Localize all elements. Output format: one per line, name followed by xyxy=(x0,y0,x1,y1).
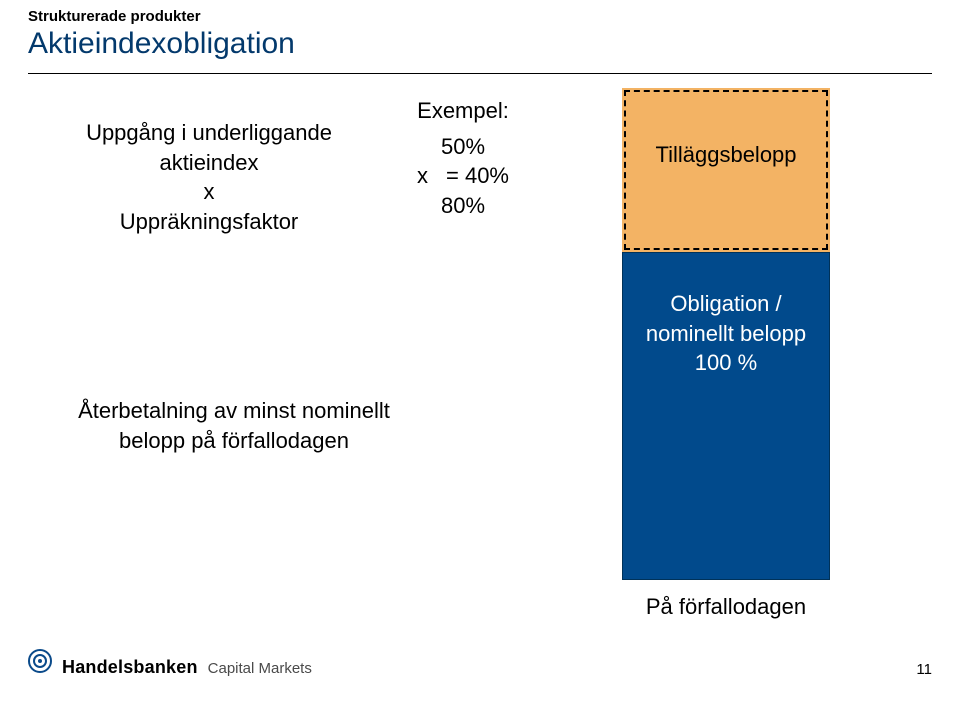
handelsbanken-logo-icon xyxy=(28,649,52,673)
example-line-1: 50% xyxy=(378,132,548,162)
example-line-3: 80% xyxy=(378,191,548,221)
slide-header: Strukturerade produkter Aktieindexobliga… xyxy=(28,8,295,61)
page-number: 11 xyxy=(916,661,932,678)
footer: Handelsbanken Capital Markets xyxy=(28,649,312,678)
formula-block: Uppgång i underliggande aktieindex x Upp… xyxy=(84,118,334,237)
footer-brand: Handelsbanken xyxy=(62,657,198,678)
header-divider xyxy=(28,73,932,74)
stacked-bar-chart: Tilläggsbelopp Obligation / nominellt be… xyxy=(622,88,830,620)
example-result: = 40% xyxy=(446,161,509,191)
formula-line-4: Uppräkningsfaktor xyxy=(84,207,334,237)
repay-line-1: Återbetalning av minst nominellt xyxy=(64,396,404,426)
formula-line-1: Uppgång i underliggande xyxy=(84,118,334,148)
bar-bottom-label-2: nominellt belopp xyxy=(623,319,829,349)
formula-line-3: x xyxy=(84,177,334,207)
bar-segment-top: Tilläggsbelopp xyxy=(622,88,830,252)
footer-subbrand: Capital Markets xyxy=(208,660,312,677)
dashed-border xyxy=(624,90,828,250)
page-title: Aktieindexobligation xyxy=(28,27,295,61)
bar-bottom-label-3: 100 % xyxy=(623,348,829,378)
repay-line-2: belopp på förfallodagen xyxy=(64,426,404,456)
example-line-2: x = 40% xyxy=(378,161,548,191)
x-axis-label: På förfallodagen xyxy=(622,594,830,620)
slide: { "header": { "kicker": "Strukturerade p… xyxy=(0,0,960,704)
bar-segment-bottom: Obligation / nominellt belopp 100 % xyxy=(622,252,830,580)
repayment-note: Återbetalning av minst nominellt belopp … xyxy=(64,396,404,455)
example-x: x xyxy=(417,161,428,191)
bar-bottom-label: Obligation / nominellt belopp 100 % xyxy=(623,289,829,378)
formula-line-2: aktieindex xyxy=(84,148,334,178)
bar-bottom-label-1: Obligation / xyxy=(623,289,829,319)
bar-top-label: Tilläggsbelopp xyxy=(622,142,830,168)
example-heading: Exempel: xyxy=(378,96,548,126)
example-block: Exempel: 50% x = 40% 80% xyxy=(378,96,548,221)
kicker: Strukturerade produkter xyxy=(28,8,295,25)
